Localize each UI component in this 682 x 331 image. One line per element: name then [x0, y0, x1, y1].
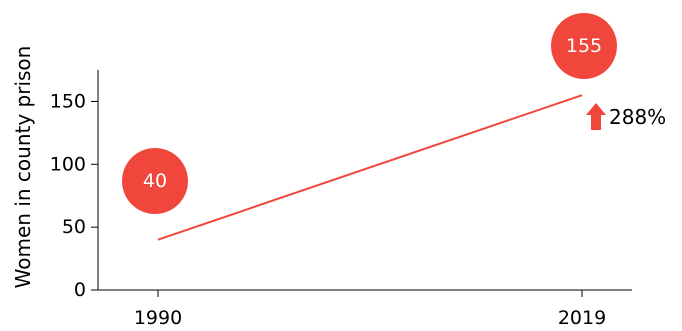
- y-ticks: 0 50 100 150: [50, 90, 98, 301]
- start-value-bubble: [122, 148, 188, 214]
- start-value-label: 40: [143, 170, 167, 192]
- arrow-up-icon: [586, 103, 606, 130]
- end-value-label: 155: [566, 35, 602, 57]
- x-tick-label: 1990: [134, 307, 182, 329]
- y-axis-title: Women in county prison: [11, 46, 35, 289]
- end-value-bubble: [551, 13, 617, 79]
- x-ticks: 1990 2019: [134, 290, 606, 329]
- change-percent-label: 288%: [609, 105, 666, 129]
- x-tick-label: 2019: [558, 307, 606, 329]
- y-tick-label: 0: [74, 279, 86, 301]
- y-tick-label: 150: [50, 90, 86, 112]
- y-tick-label: 50: [62, 216, 86, 238]
- series-line: [157, 94, 583, 241]
- y-tick-label: 100: [50, 153, 86, 175]
